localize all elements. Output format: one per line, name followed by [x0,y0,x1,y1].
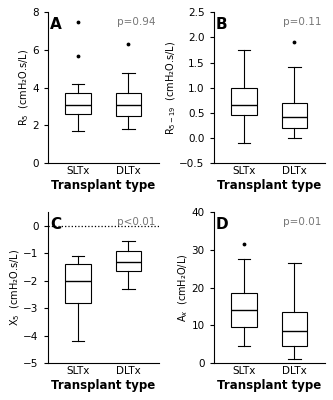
X-axis label: Transplant type: Transplant type [217,179,321,192]
Y-axis label: R$_5$  (cmH₂O.s/L): R$_5$ (cmH₂O.s/L) [17,49,31,126]
X-axis label: Transplant type: Transplant type [51,179,156,192]
X-axis label: Transplant type: Transplant type [51,379,156,392]
Y-axis label: X$_5$  (cmH₂O.s/L): X$_5$ (cmH₂O.s/L) [8,249,22,326]
PathPatch shape [231,293,256,327]
PathPatch shape [116,93,141,116]
Text: p<0.01: p<0.01 [117,217,156,227]
PathPatch shape [282,103,307,128]
Y-axis label: R$_{5-19}$  (cmH₂O.s/L): R$_{5-19}$ (cmH₂O.s/L) [165,41,178,135]
PathPatch shape [282,312,307,346]
PathPatch shape [65,264,91,303]
PathPatch shape [65,93,91,114]
Text: p=0.01: p=0.01 [283,217,321,227]
PathPatch shape [231,88,256,115]
Y-axis label: A$_x$  (cmH₂O/L): A$_x$ (cmH₂O/L) [176,254,190,322]
Text: C: C [50,217,61,232]
X-axis label: Transplant type: Transplant type [217,379,321,392]
PathPatch shape [116,251,141,271]
Text: B: B [216,17,227,32]
Text: p=0.11: p=0.11 [283,17,321,27]
Text: D: D [216,217,228,232]
Text: p=0.94: p=0.94 [117,17,156,27]
Text: A: A [50,17,62,32]
